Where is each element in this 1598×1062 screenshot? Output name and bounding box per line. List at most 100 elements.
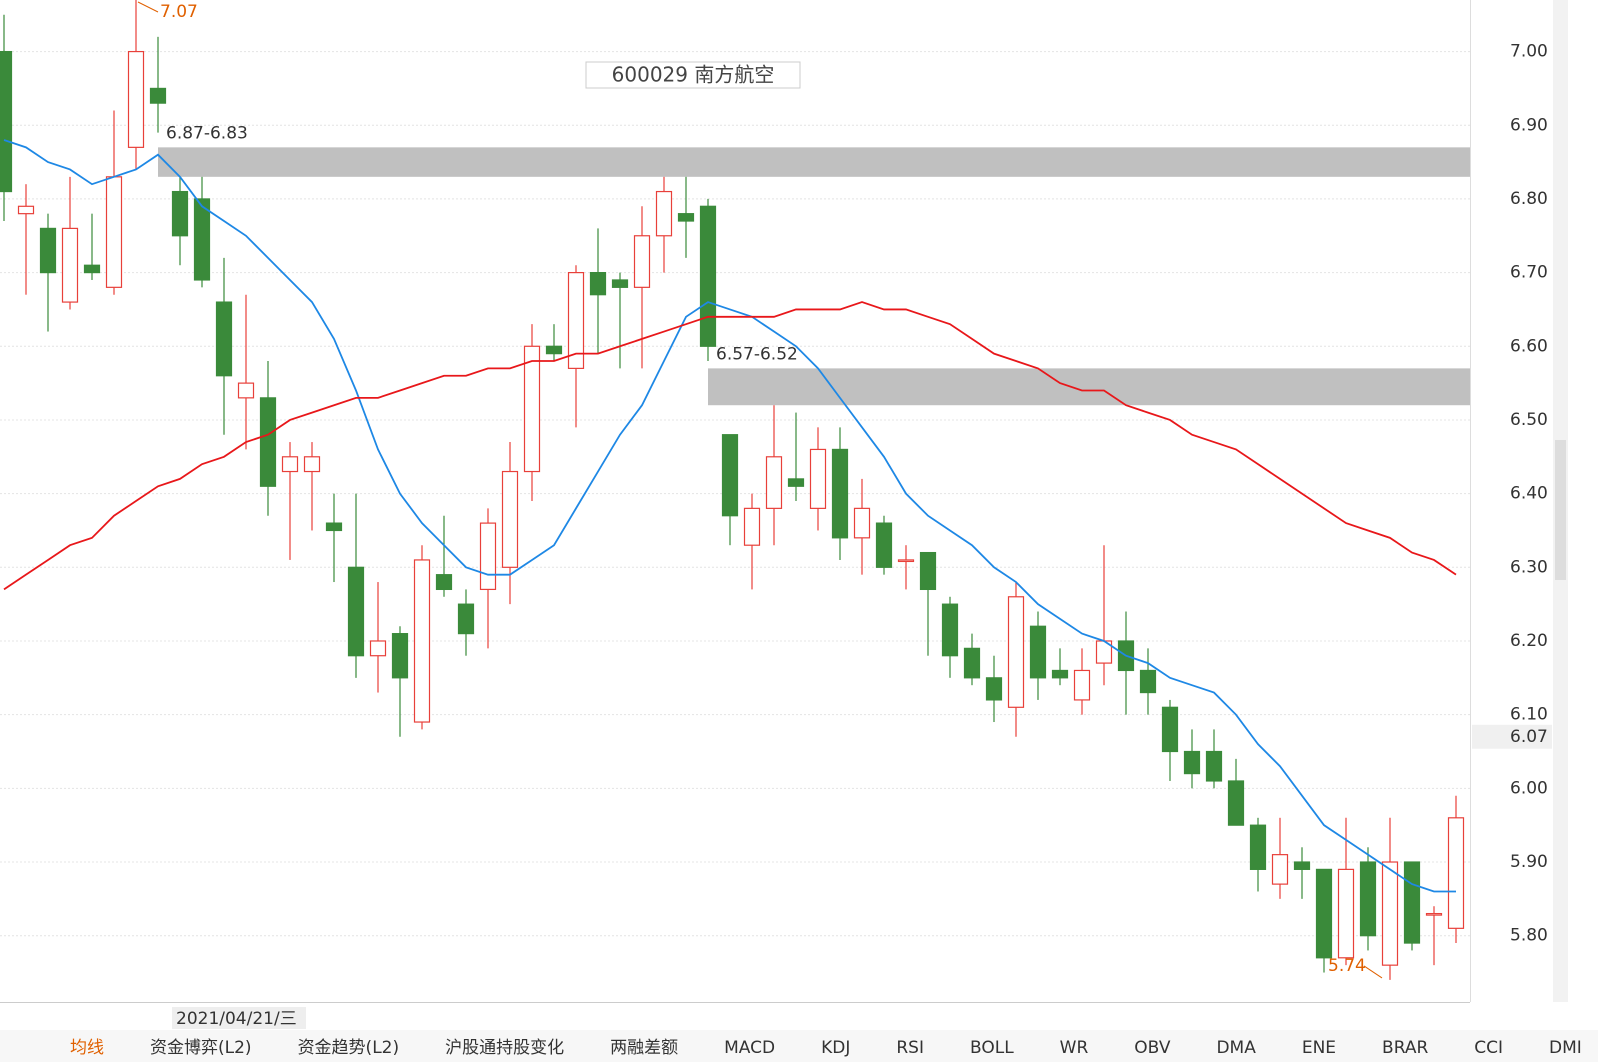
candle-body [831,448,849,539]
title-box [585,61,801,89]
candle-body [1161,706,1179,753]
tab[interactable]: BRAR [1382,1038,1428,1058]
tab-bar [0,1030,1598,1062]
candle-body [633,235,651,288]
tab[interactable]: DMA [1216,1038,1256,1058]
candle-body [369,640,387,657]
candle-body [259,397,277,487]
candle-body [61,227,79,303]
candle-body [1425,912,1443,916]
candle-body [567,272,585,369]
candle-body [149,87,167,104]
tab[interactable]: DMI [1549,1038,1582,1058]
right-axis-line [1470,0,1471,1002]
candle-body [1315,868,1333,959]
tab[interactable]: MACD [724,1038,775,1058]
candle-body [875,522,893,568]
extreme-arrow [1363,965,1383,979]
candle-body [237,382,255,399]
y-tick-label: 6.30 [1510,557,1548,577]
candle-body [1293,861,1311,870]
candle-body [655,190,673,237]
candle-body [677,213,695,222]
candle-body [523,345,541,473]
y-tick-label: 5.90 [1510,852,1548,872]
y-tick-label: 6.80 [1510,189,1548,209]
candle-body [985,677,1003,701]
candle-body [479,522,497,591]
scroll-thumb[interactable] [1555,440,1566,580]
candle-body [347,566,365,657]
candle-body [215,301,233,377]
candle-body [171,190,189,237]
x-tick-label: 2021/04/21/三 [176,1009,297,1029]
candle-body [1205,750,1223,782]
candle-body [1359,861,1377,937]
tab[interactable]: 两融差额 [610,1038,678,1058]
y-tick-label: 6.60 [1510,336,1548,356]
y-tick-label: 6.50 [1510,410,1548,430]
candle-body [1337,868,1355,959]
y-tick-label: 6.00 [1510,778,1548,798]
moving-average [3,301,1457,591]
tab[interactable]: KDJ [821,1038,850,1058]
tab[interactable]: WR [1060,1038,1089,1058]
price-label: 6.07 [1510,727,1548,747]
y-tick-label: 6.70 [1510,263,1548,283]
candle-body [699,205,717,347]
y-tick-label: 7.00 [1510,42,1548,62]
candle-body [83,264,101,274]
tab[interactable]: ENE [1302,1038,1336,1058]
tab[interactable]: OBV [1134,1038,1171,1058]
candle-body [1029,625,1047,679]
y-tick-label: 6.20 [1510,631,1548,651]
tab[interactable]: 资金博弈(L2) [150,1038,252,1058]
candle-body [1249,824,1267,870]
candle-body [611,279,629,288]
extreme-arrow [137,1,159,13]
y-tick-label: 6.90 [1510,115,1548,135]
zone [158,147,1470,177]
tab[interactable]: 均线 [70,1038,104,1058]
candle-body [853,507,871,539]
candle-body [457,603,475,635]
candle-body [919,551,937,591]
candle-body [391,633,409,679]
price-label-box [1472,724,1552,749]
zone-label: 6.87-6.83 [166,123,248,143]
candle-body [941,603,959,657]
tab[interactable]: CCI [1474,1038,1503,1058]
candle-body [963,647,981,679]
x-axis-line [0,1002,1470,1003]
tab[interactable]: BOLL [970,1038,1014,1058]
candle-body [127,50,145,148]
zone [708,368,1470,406]
candle-body [1403,861,1421,944]
extreme-label: 7.07 [160,2,198,22]
chart-title: 600029 南方航空 [612,63,775,87]
tab[interactable]: RSI [896,1038,924,1058]
candle-body [39,227,57,274]
candle-body [1139,669,1157,694]
candle-body [589,272,607,296]
candle-body [545,345,563,355]
y-tick-label: 6.10 [1510,705,1548,725]
moving-average [3,139,1456,893]
candle-body [1051,669,1069,679]
candle-body [1381,861,1399,966]
candle-body [435,574,453,591]
candle-body [1271,854,1289,885]
candle-body [0,50,13,193]
candle-body [1007,596,1025,708]
candle-body [721,434,739,517]
candle-body [17,205,35,215]
candle-body [897,559,915,563]
tab[interactable]: 沪股通持股变化 [445,1038,564,1058]
y-tick-label: 6.40 [1510,484,1548,504]
candle-body [413,559,431,723]
candle-body [743,507,761,546]
candle-body [1227,780,1245,826]
tab[interactable]: 资金趋势(L2) [298,1038,400,1058]
